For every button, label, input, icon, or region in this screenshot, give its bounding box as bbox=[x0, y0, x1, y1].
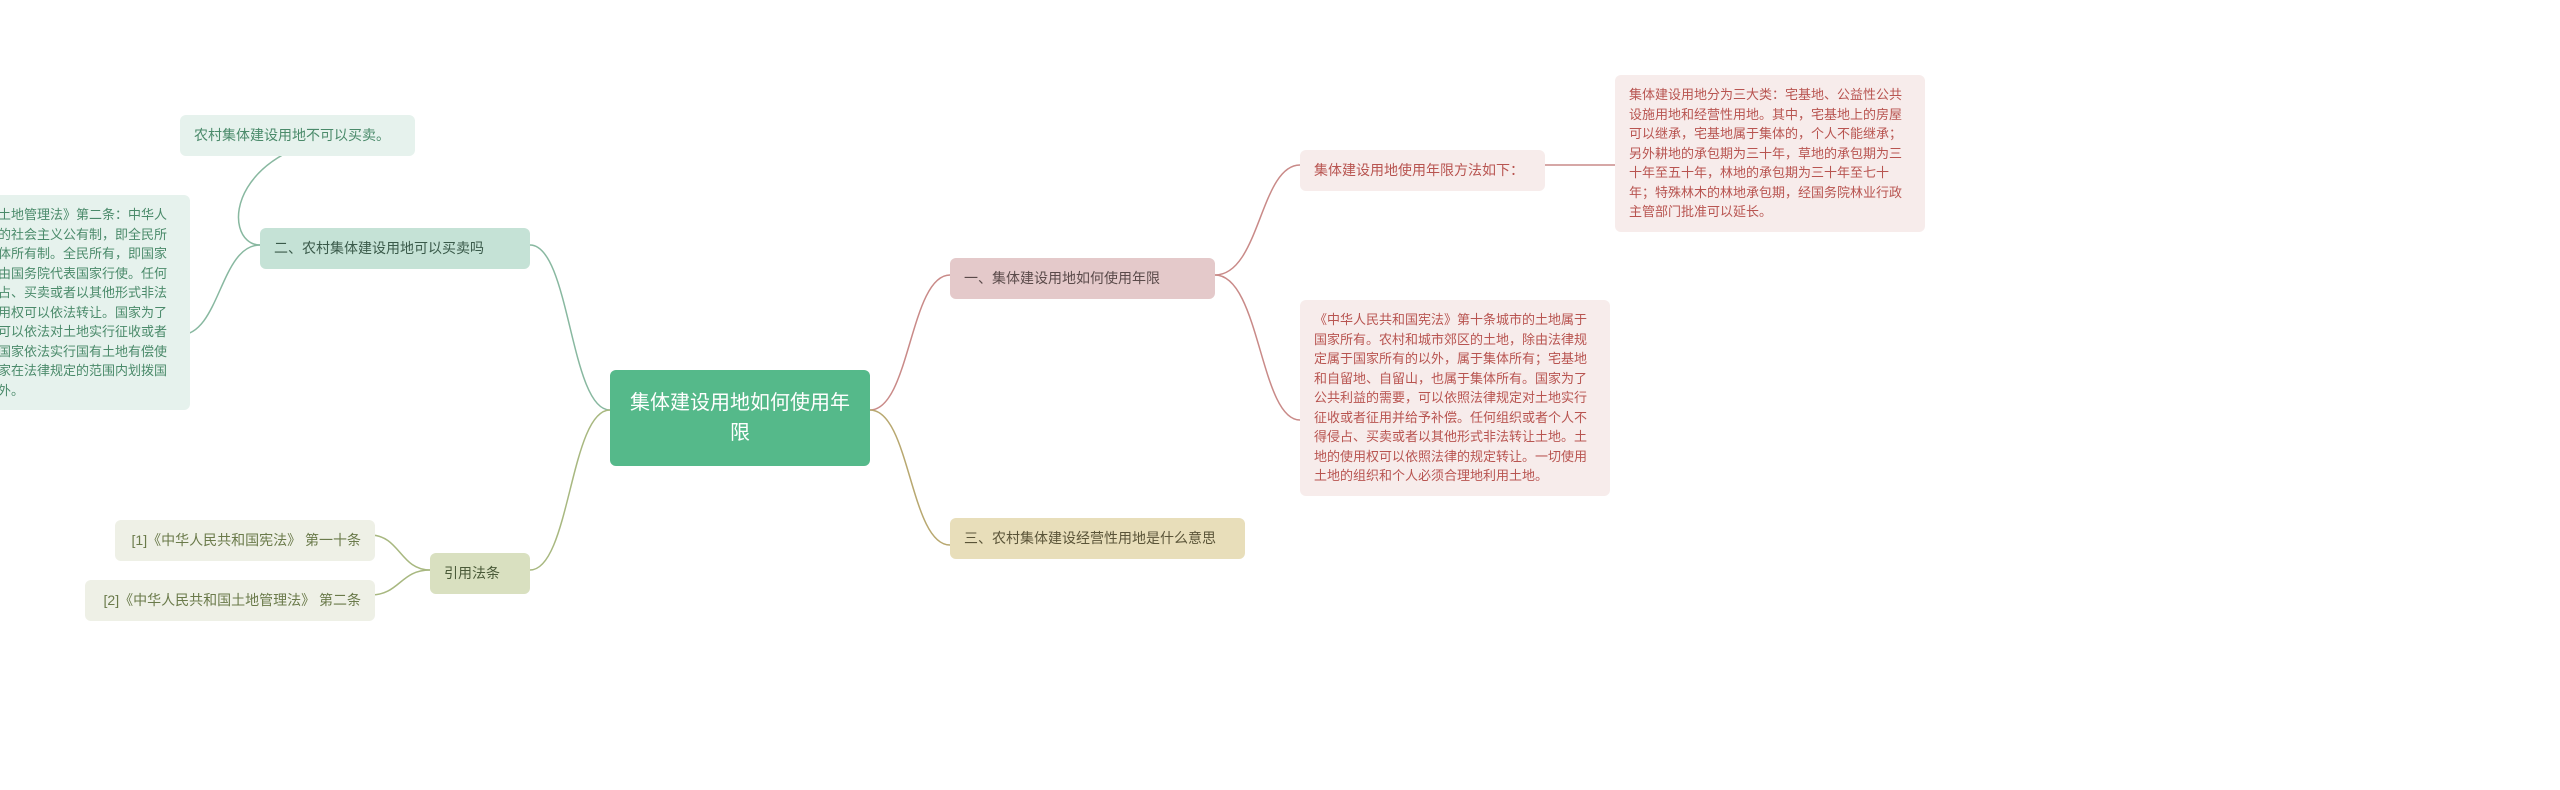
leaf-citation-1[interactable]: [1]《中华人民共和国宪法》 第一十条 bbox=[115, 520, 375, 561]
center-node[interactable]: 集体建设用地如何使用年限 bbox=[610, 370, 870, 466]
leaf-section1-constitution[interactable]: 《中华人民共和国宪法》第十条城市的土地属于国家所有。农村和城市郊区的土地，除由法… bbox=[1300, 300, 1610, 496]
leaf-section1-method[interactable]: 集体建设用地使用年限方法如下： bbox=[1300, 150, 1545, 191]
branch-section-2[interactable]: 二、农村集体建设用地可以买卖吗 bbox=[260, 228, 530, 269]
leaf-citation-2[interactable]: [2]《中华人民共和国土地管理法》 第二条 bbox=[85, 580, 375, 621]
leaf-section2-cannot-sell[interactable]: 农村集体建设用地不可以买卖。 bbox=[180, 115, 415, 156]
leaf-section1-detail[interactable]: 集体建设用地分为三大类：宅基地、公益性公共设施用地和经营性用地。其中，宅基地上的… bbox=[1615, 75, 1925, 232]
branch-section-1[interactable]: 一、集体建设用地如何使用年限 bbox=[950, 258, 1215, 299]
branch-section-3[interactable]: 三、农村集体建设经营性用地是什么意思 bbox=[950, 518, 1245, 559]
branch-citations[interactable]: 引用法条 bbox=[430, 553, 530, 594]
leaf-section2-lawtext[interactable]: 《中华人民共和国土地管理法》第二条：中华人民共和国实行土地的社会主义公有制，即全… bbox=[0, 195, 190, 410]
